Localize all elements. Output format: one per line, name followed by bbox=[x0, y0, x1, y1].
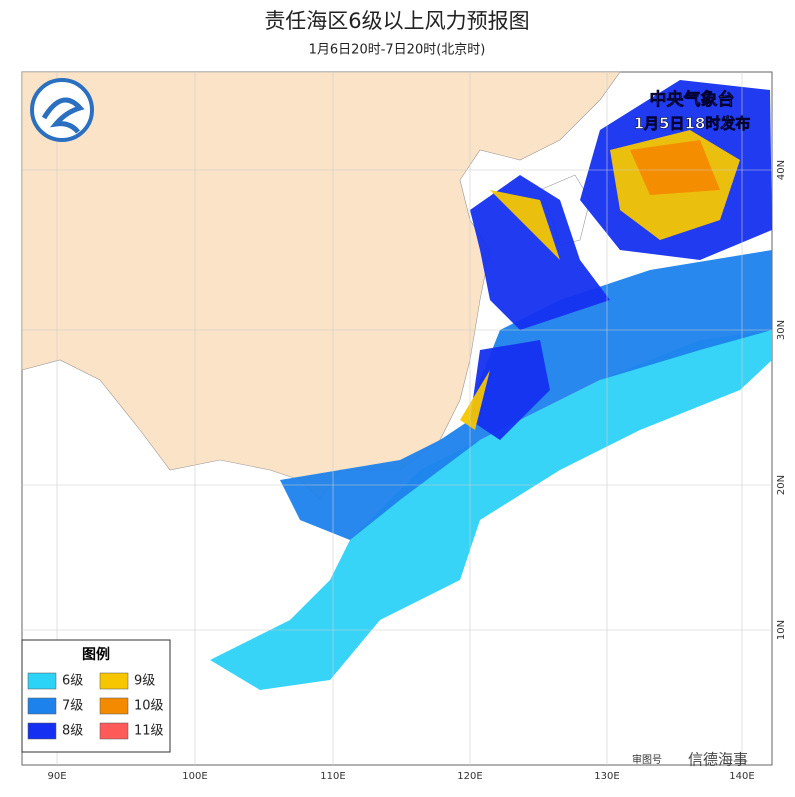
lat-label: 40N bbox=[776, 160, 787, 180]
legend-swatch bbox=[99, 722, 129, 740]
wind-zone bbox=[630, 140, 720, 195]
legend-swatch bbox=[99, 672, 129, 690]
legend-label: 8级 bbox=[62, 724, 83, 739]
lat-label: 10N bbox=[776, 620, 787, 640]
wind-zone bbox=[210, 330, 772, 690]
legend-swatch bbox=[27, 672, 57, 690]
lon-label: 100E bbox=[182, 771, 207, 782]
wind-zone bbox=[460, 370, 490, 430]
agency: 中央气象台 bbox=[650, 89, 735, 110]
watermark: 信德海事 bbox=[688, 751, 748, 769]
subtitle: 1月6日20时-7日20时(北京时) bbox=[309, 43, 486, 58]
legend-swatch bbox=[99, 697, 129, 715]
legend-label: 7级 bbox=[62, 699, 83, 714]
lat-label: 30N bbox=[776, 320, 787, 340]
legend-title: 图例 bbox=[82, 646, 110, 663]
lon-label: 120E bbox=[457, 771, 482, 782]
map-code: 审图号 bbox=[632, 753, 662, 766]
wind-zone bbox=[470, 340, 550, 440]
lon-label: 140E bbox=[729, 771, 754, 782]
lon-label: 110E bbox=[320, 771, 345, 782]
issue-time: 1月5日18时发布 bbox=[634, 115, 751, 133]
lon-label: 130E bbox=[594, 771, 619, 782]
lat-label: 20N bbox=[776, 475, 787, 495]
wind-zone bbox=[470, 175, 610, 330]
legend-label: 11级 bbox=[134, 724, 164, 739]
logo bbox=[30, 78, 94, 142]
lon-label: 90E bbox=[47, 771, 66, 782]
wind-zone bbox=[490, 190, 560, 260]
legend-label: 6级 bbox=[62, 674, 83, 689]
legend-label: 9级 bbox=[134, 674, 155, 689]
legend-swatch bbox=[27, 697, 57, 715]
legend-label: 10级 bbox=[134, 699, 164, 714]
legend-swatch bbox=[27, 722, 57, 740]
logo-mark bbox=[41, 97, 85, 134]
title: 责任海区6级以上风力预报图 bbox=[264, 9, 529, 33]
